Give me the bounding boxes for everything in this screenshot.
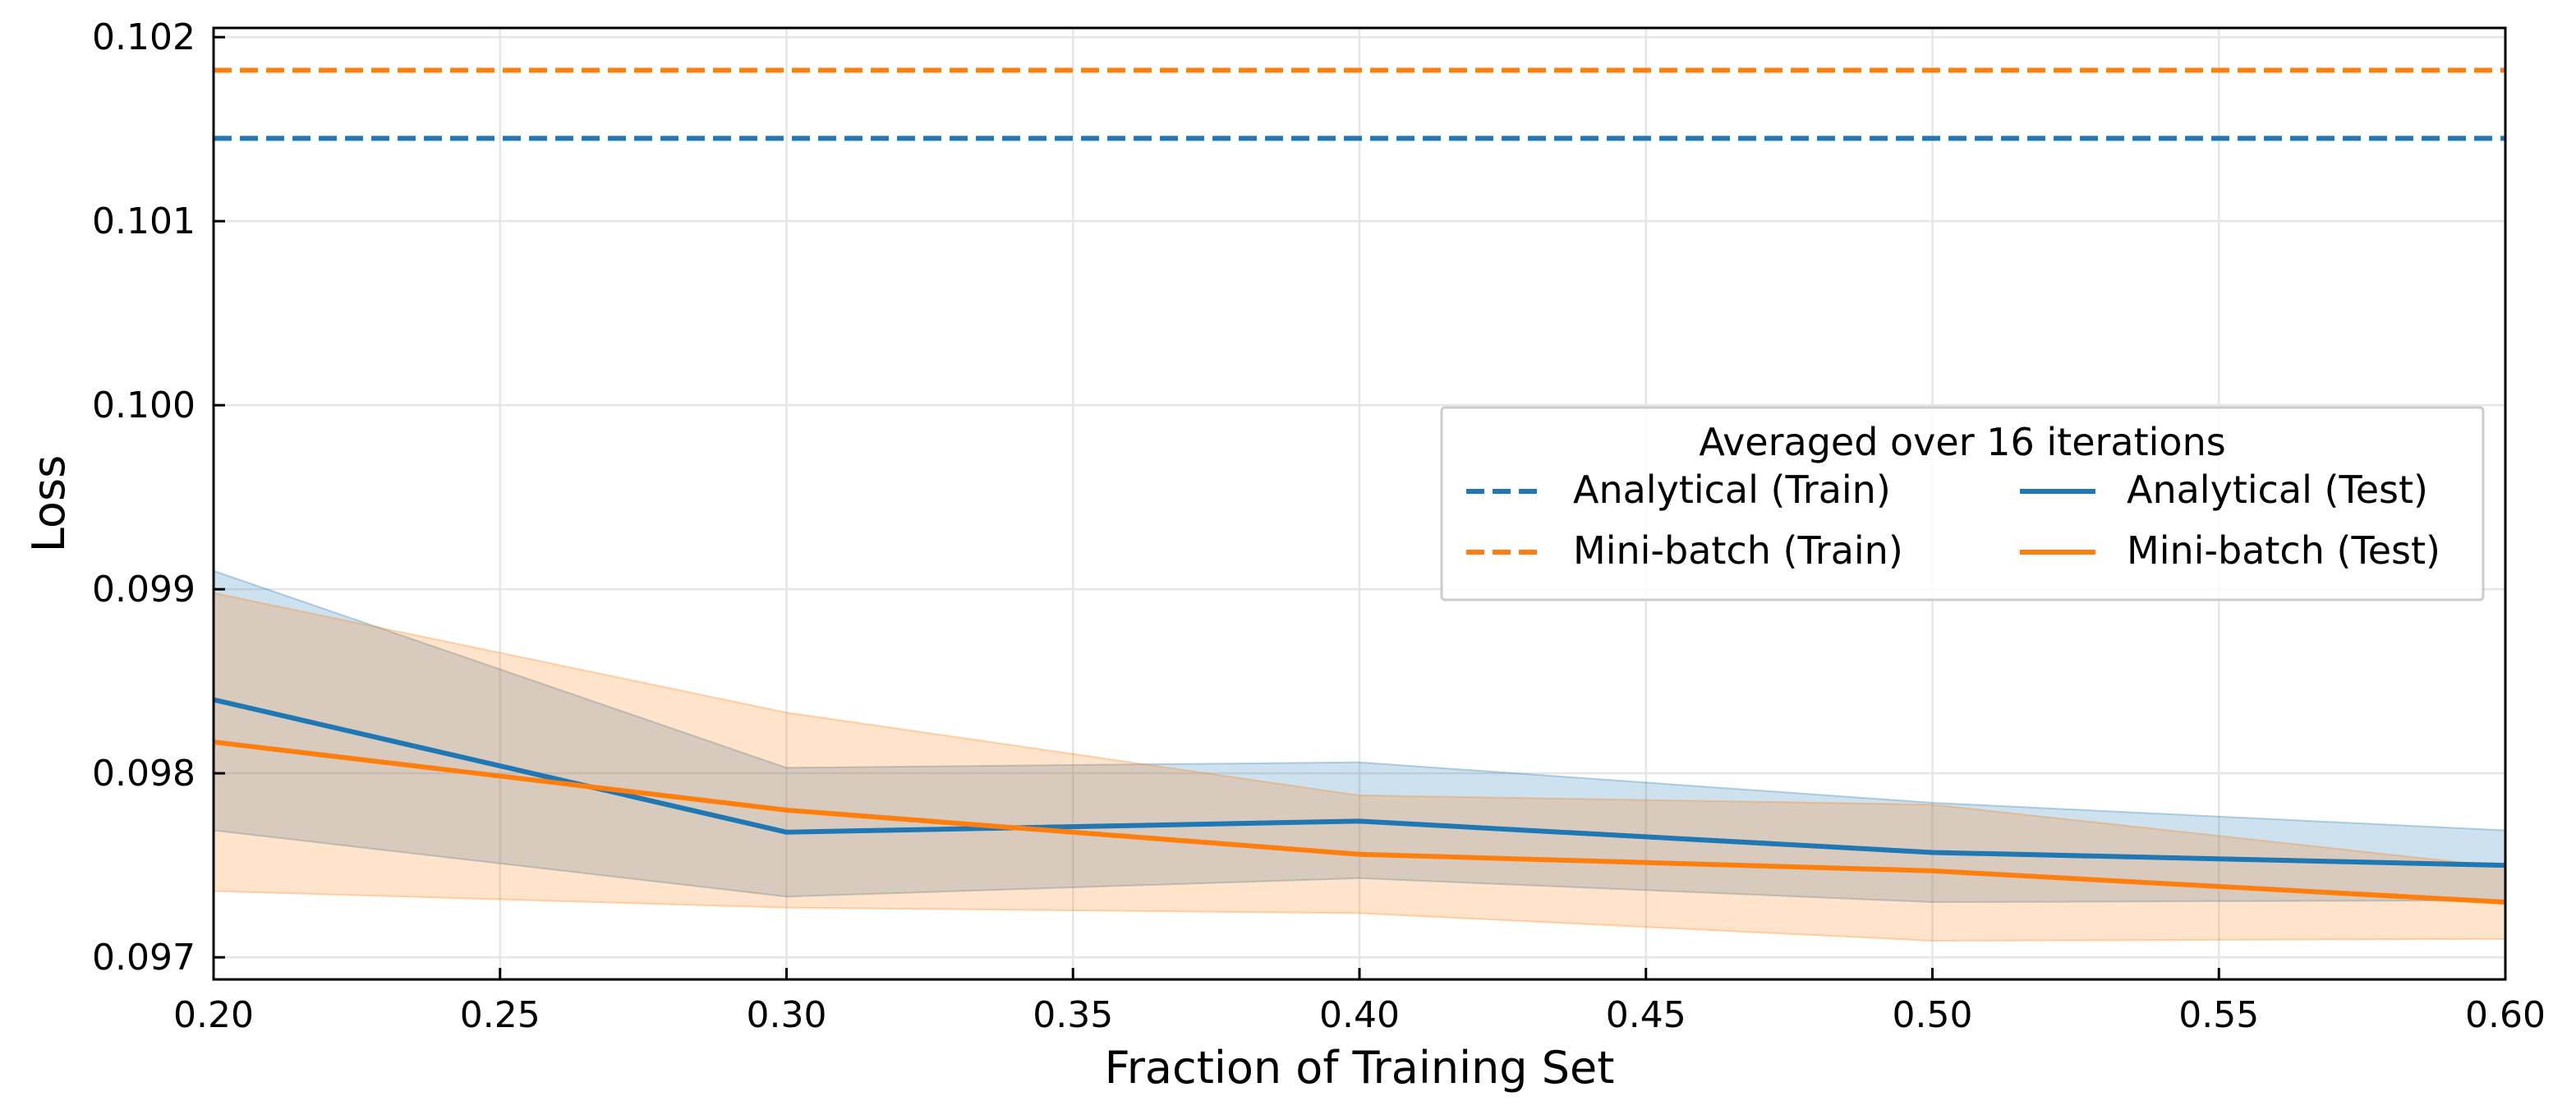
x-tick-label: 0.55	[2178, 994, 2259, 1036]
y-tick-label: 0.099	[92, 569, 196, 610]
y-tick-label: 0.098	[92, 753, 196, 795]
legend-box	[1440, 406, 2485, 601]
x-axis-label: Fraction of Training Set	[1105, 1042, 1615, 1094]
grid	[212, 28, 2507, 979]
line-mini-batch-test	[213, 739, 2506, 905]
x-tick-label: 0.30	[747, 994, 827, 1036]
legend-label: Analytical (Test)	[2127, 468, 2428, 512]
y-tick-label: 0.100	[92, 385, 196, 426]
x-tick-label: 0.50	[1893, 994, 1973, 1036]
x-tick-label: 0.35	[1033, 994, 1113, 1036]
y-tick-label: 0.101	[92, 200, 196, 242]
y-tick-label: 0.097	[92, 937, 196, 979]
legend-title: Averaged over 16 iterations	[1699, 420, 2225, 464]
x-tick-label: 0.25	[460, 994, 540, 1036]
x-tick-label: 0.60	[2465, 994, 2546, 1036]
series-lines	[213, 67, 2506, 905]
legend-label: Mini-batch (Test)	[2127, 528, 2440, 573]
legend: Averaged over 16 iterations Analytical (…	[1440, 406, 2485, 601]
legend-label: Analytical (Train)	[1573, 468, 1891, 512]
y-tick-label: 0.102	[92, 16, 196, 58]
legend-label: Mini-batch (Train)	[1573, 528, 1903, 573]
x-tick-label: 0.20	[173, 994, 254, 1036]
y-axis-label: Loss	[23, 455, 75, 552]
x-tick-label: 0.40	[1319, 994, 1400, 1036]
legend-items: Analytical (Train) Mini-batch (Train) Anal…	[1466, 468, 2440, 573]
x-tick-label: 0.45	[1606, 994, 1686, 1036]
axis-ticks: 0.20 0.25 0.30 0.35 0.40 0.45 0.50 0.55 0.60 0.09…	[92, 16, 2546, 1036]
